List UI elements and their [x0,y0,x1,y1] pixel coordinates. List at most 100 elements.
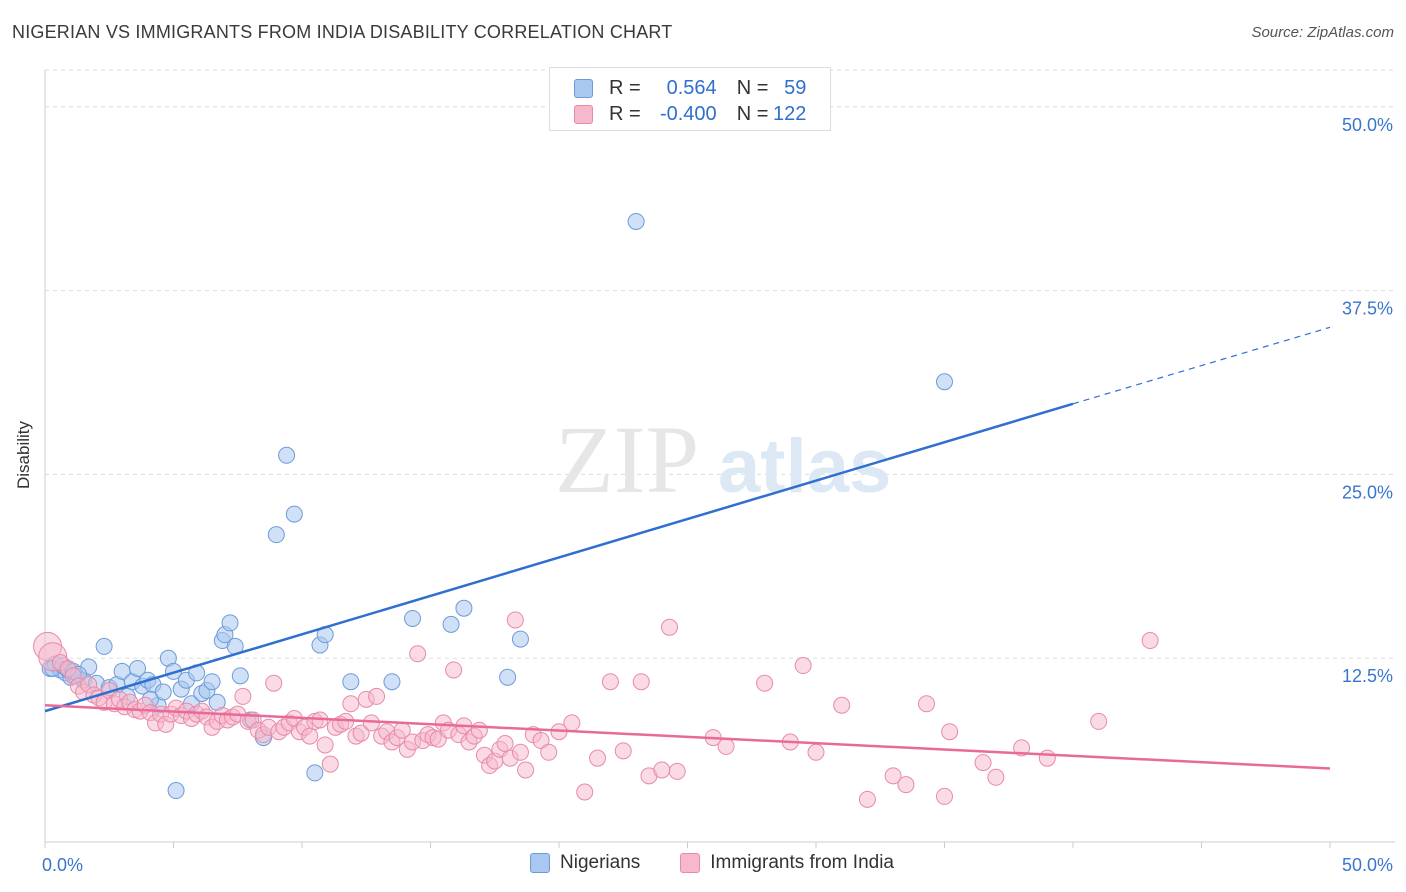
india-point [601,673,619,691]
nigerians-point [231,667,249,685]
india-point [563,714,581,732]
nigerians-point [278,446,296,464]
india-point [576,783,594,801]
india-point [540,743,558,761]
nigerians-point [404,609,422,627]
legend-r-label: R = [609,76,641,99]
nigerians-point [221,614,239,632]
nigerians-trend-extension [1072,326,1331,405]
legend-r-label: R = [609,102,641,125]
india-point [532,732,550,750]
india-point [941,723,959,741]
india-point [470,721,488,739]
legend-n-value: 59 [784,76,807,99]
nigerians-point [342,673,360,691]
nigerians-point [306,764,324,782]
legend-row-nigerians: R = 0.564 N = 59 [574,76,806,100]
india-point [653,761,671,779]
india-point [506,611,524,629]
y-tick-label: 50.0% [1342,115,1393,135]
series-swatch-india [680,853,701,873]
series-label-india: Immigrants from India [710,852,894,873]
india-point [1141,632,1159,650]
india-point [362,714,380,732]
india-point [661,618,679,636]
nigerians-point [455,599,473,617]
india-point [409,645,427,663]
india-points [33,611,1159,808]
legend-n-value: 122 [773,102,807,125]
legend-swatch-pink [574,104,593,124]
correlation-legend: R = 0.564 N = 59 R = -0.400 N = 122 [549,67,831,131]
india-point [496,734,514,752]
legend-n-label: N = [736,76,769,99]
nigerians-point [499,668,517,686]
chart-title: NIGERIAN VS IMMIGRANTS FROM INDIA DISABI… [12,22,673,42]
nigerians-point [129,659,147,677]
india-point [632,673,650,691]
legend-swatch-blue [574,78,593,98]
india-point [858,790,876,808]
x-tick-label: 0.0% [42,855,83,875]
india-point [833,696,851,714]
nigerians-trend-line [44,402,1074,713]
series-label-nigerians: Nigerians [560,852,641,873]
nigerians-point [511,630,529,648]
legend-r-value: -0.400 [659,102,717,125]
legend-r-value: 0.564 [666,76,717,99]
india-point [756,674,774,692]
india-point [936,787,953,805]
india-trend-line [44,703,1331,770]
nigerians-point [267,526,285,544]
y-tick-label: 12.5% [1342,666,1393,686]
india-point [794,657,812,675]
india-point [316,736,334,754]
nigerians-point [154,683,172,701]
india-point [884,767,902,785]
india-point [918,695,936,713]
india-point [265,674,283,692]
india-point [321,755,339,773]
nigerians-point [442,615,460,633]
watermark-zip: ZIP [555,406,699,513]
india-point [234,687,252,705]
axes [44,70,1395,848]
india-point [668,762,686,780]
zipatlas-watermark: ZIP atlas [555,406,891,513]
india-point [589,749,607,767]
nigerians-point [285,505,303,523]
source-credit: Source: ZipAtlas.com [1251,24,1394,41]
india-point [517,761,535,779]
grid-lines [45,69,1395,659]
india-point [342,695,360,713]
nigerians-point [383,673,401,691]
india-point [445,661,463,679]
nigerians-point [936,373,953,391]
series-legend: Nigerians Immigrants from India [530,852,894,874]
india-point [1090,712,1108,730]
india-point [614,742,632,760]
nigerians-point [95,637,113,655]
series-swatch-nigerians [530,853,550,873]
india-point [352,724,370,742]
india-point [717,737,735,755]
x-tick-label: 50.0% [1342,855,1393,875]
india-point [974,754,992,772]
legend-row-india: R = -0.400 N = 122 [574,102,806,126]
india-point [1038,749,1056,767]
india-point [987,768,1005,786]
tick-labels: 12.5% 25.0% 37.5% 50.0% 0.0% 50.0% [42,115,1393,875]
y-tick-label: 25.0% [1342,482,1393,502]
india-point [301,727,319,745]
india-point [511,743,529,761]
trend-lines [44,326,1331,770]
india-point [897,776,915,794]
nigerians-point [167,782,185,800]
nigerians-point [203,673,221,691]
y-tick-label: 37.5% [1342,299,1393,319]
india-point [807,743,825,761]
legend-n-label: N = [736,102,769,125]
india-point [368,687,386,705]
nigerians-point [627,212,645,230]
